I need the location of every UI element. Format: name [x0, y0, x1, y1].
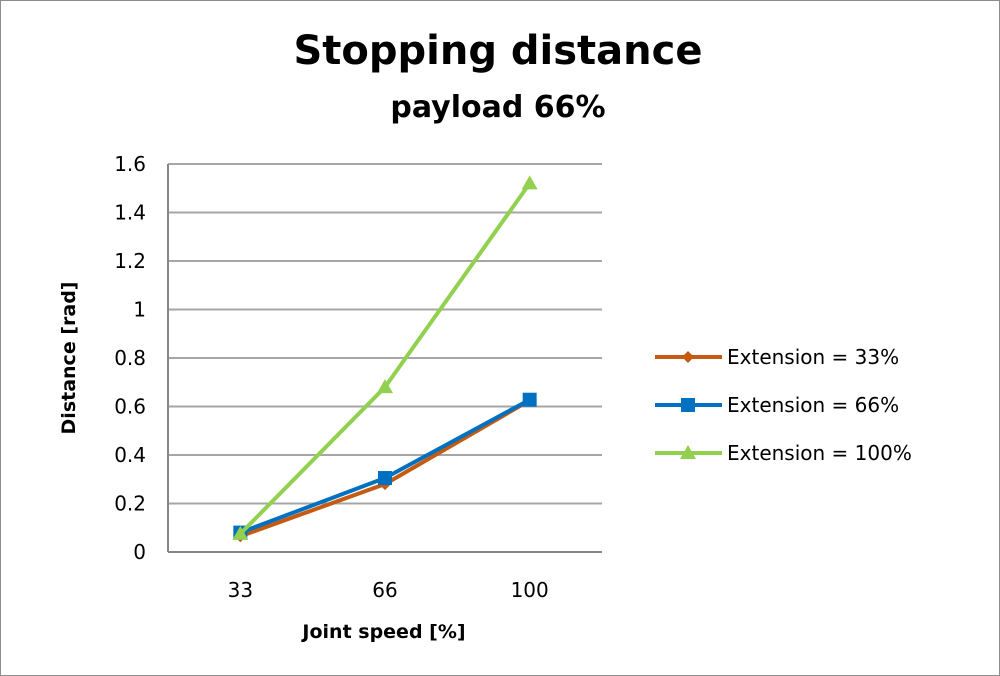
y-tick-label: 1 — [133, 298, 146, 322]
series-line — [239, 397, 531, 535]
triangle-marker — [232, 525, 249, 540]
y-tick-label: 1.4 — [114, 201, 146, 225]
y-tick-label: 0.8 — [114, 346, 146, 370]
y-tick-label: 0.2 — [114, 492, 146, 516]
legend-entry: Extension = 33% — [727, 345, 899, 369]
y-tick-label: 0.6 — [114, 395, 146, 419]
legend-entry: Extension = 100% — [727, 441, 912, 465]
square-marker — [522, 392, 537, 407]
x-axis-label: Joint speed [%] — [300, 621, 465, 643]
x-tick-label: 33 — [228, 578, 253, 602]
chart-subtitle: payload 66% — [390, 90, 605, 125]
x-tick-label: 66 — [372, 578, 397, 602]
y-tick-label: 1.2 — [114, 249, 146, 273]
square-marker — [681, 398, 695, 412]
triangle-marker — [680, 445, 696, 459]
triangle-marker — [377, 379, 393, 394]
y-tick-label: 1.6 — [114, 152, 146, 176]
y-axis-label: Distance [rad] — [58, 282, 80, 435]
legend-entry: Extension = 66% — [727, 393, 899, 417]
diamond-marker — [682, 351, 694, 363]
x-tick-label: 100 — [511, 578, 549, 602]
square-marker — [378, 471, 392, 486]
y-tick-label: 0 — [133, 540, 146, 564]
y-tick-label: 0.4 — [114, 443, 146, 467]
chart-title: Stopping distance — [293, 28, 702, 74]
triangle-marker — [521, 175, 538, 190]
